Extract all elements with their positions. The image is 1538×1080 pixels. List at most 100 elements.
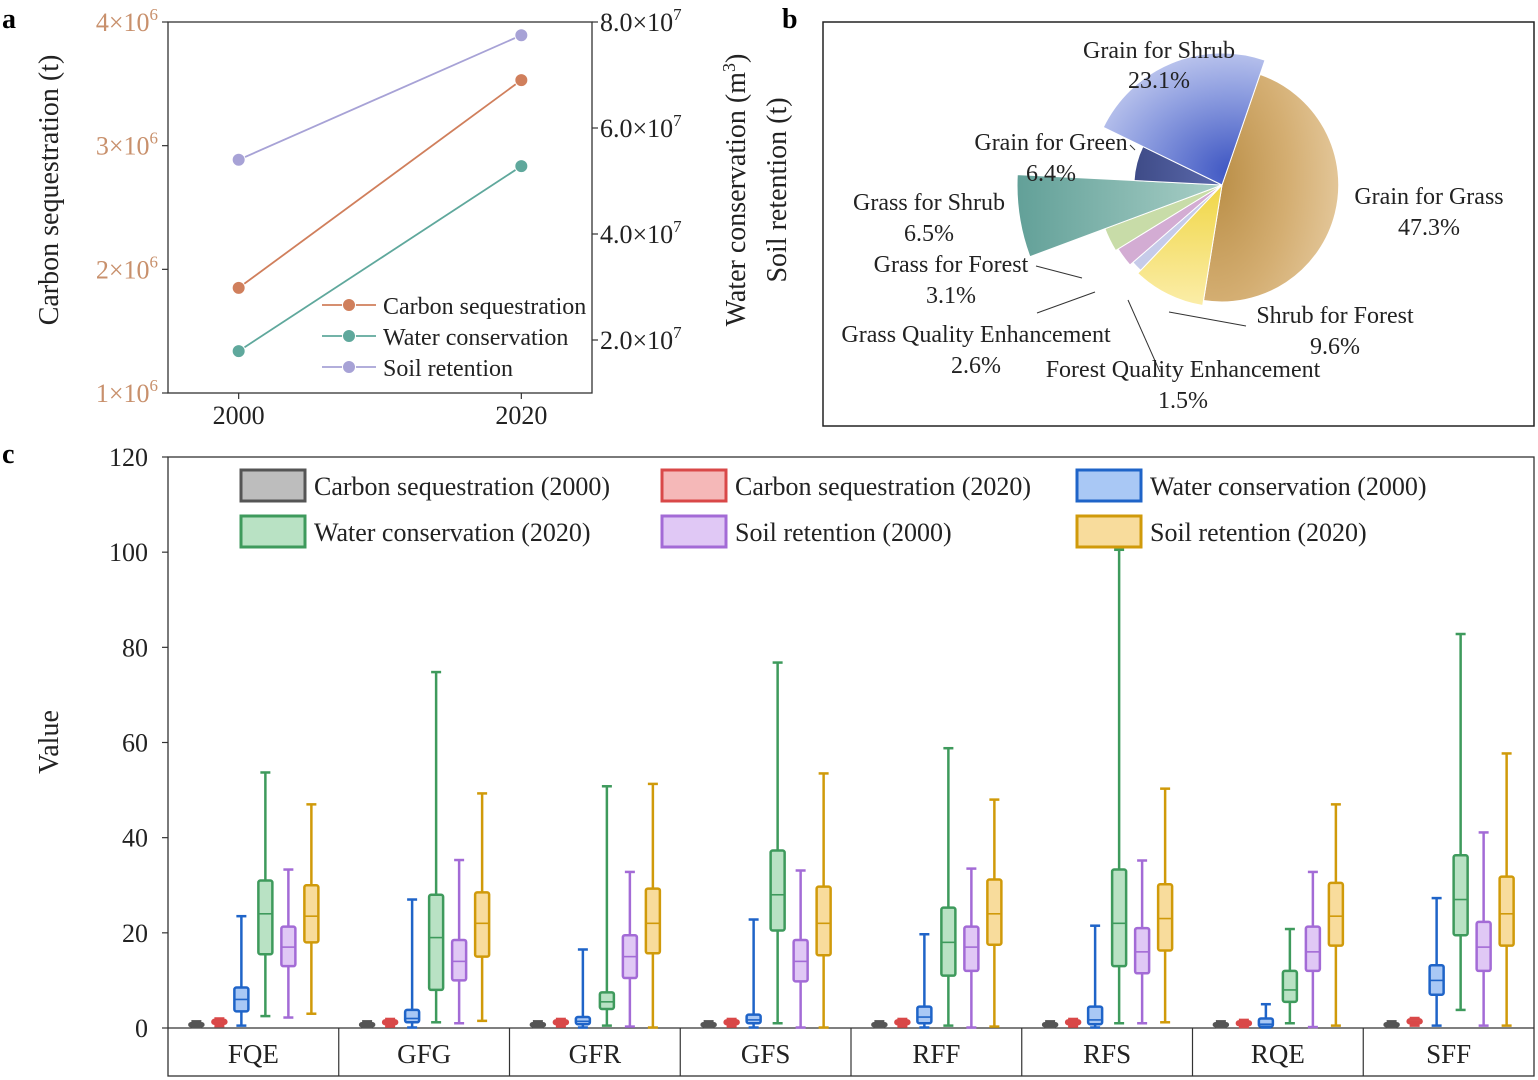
panel-b-leaders [1035, 144, 1247, 373]
panel-a-right-tick-label: 8.0×107 [600, 5, 682, 37]
panel-c-axes: 0 20 40 60 80 100 120 FQE GFG GFR GFS RFF RFS RQE SFF [109, 443, 1535, 1077]
panel-b-slice-label: Forest Quality Enhancement [1046, 357, 1321, 383]
panel-c-legend-swatch [239, 468, 307, 503]
panel-a-right-tick-label-exp: 7 [673, 111, 681, 130]
panel-c-legend-swatch [1075, 468, 1143, 503]
panel-a-series-point [231, 344, 246, 359]
panel-c-box [1257, 1017, 1275, 1028]
panel-a-axes: 1×1062×1063×1064×1062.0×1074.0×1076.0×10… [96, 5, 682, 430]
panel-c-y-tick-label: 40 [122, 824, 148, 853]
panel-b-slice-label: Grain for Green [974, 130, 1127, 156]
panel-a-right-label-end: ) [721, 54, 752, 63]
panel-a-left-tick-label-base: 4×10 [96, 8, 150, 37]
panel-a-left-tick-label: 3×106 [96, 129, 158, 161]
panel-c-box [598, 991, 616, 1011]
panel-c-legend-swatch [239, 514, 307, 549]
panel-c-box [769, 849, 786, 932]
panel-a-legend-label: Water conservation [383, 325, 568, 351]
panel-label-a: a [2, 4, 16, 35]
panel-a-left-tick-label: 1×106 [96, 376, 158, 408]
panel-b-leader-line [1129, 144, 1136, 151]
panel-c-legend-label: Water conservation (2020) [314, 518, 591, 547]
panel-c-category-label: SFF [1426, 1039, 1471, 1069]
panel-c-category-label: GFG [397, 1039, 451, 1069]
panel-c-legend-label: Soil retention (2020) [1150, 518, 1367, 547]
panel-c-box [1156, 883, 1174, 952]
panel-c-legend-label: Carbon sequestration (2020) [735, 472, 1031, 501]
panel-a-legend: Carbon sequestration Water conservation So… [322, 294, 586, 382]
panel-a-left-tick-label-exp: 6 [150, 252, 158, 271]
panel-b-slices [1016, 52, 1340, 307]
panel-b-slice-label: Grass Quality Enhancement [841, 322, 1111, 348]
panel-c-category-label: RFF [912, 1039, 960, 1069]
panel-c-legend-swatch [660, 514, 728, 549]
panel-c-category-label: GFR [569, 1039, 622, 1069]
panel-c-frame [167, 456, 1535, 1077]
panel-c-box [450, 938, 468, 982]
panel-b-slice-pct: 1.5% [1158, 388, 1208, 414]
panel-c-box [427, 893, 445, 992]
panel-a-legend-marker [342, 298, 356, 312]
panel-c-category-label: RQE [1251, 1039, 1305, 1069]
panel-c-y-tick-label: 60 [122, 729, 148, 758]
panel-b-slice-label: Grain for Shrub [1083, 38, 1235, 64]
panel-c-legend-label: Water conservation (2000) [1150, 472, 1427, 501]
panel-c-box [403, 1008, 421, 1024]
panel-a-left-tick-label-base: 2×10 [96, 255, 150, 284]
panel-a-left-axis-label: Carbon sequestration (t) [34, 55, 65, 326]
panel-c-legend-swatch [1075, 514, 1143, 549]
panel-c-category-label: GFS [741, 1039, 791, 1069]
panel-label-c: c [2, 439, 14, 470]
panel-a-left-tick-label-exp: 6 [150, 129, 158, 148]
panel-a-series-point [514, 28, 529, 43]
panel-b-frame [822, 21, 1535, 427]
panel-b-labels: Grain for Grass 47.3% Shrub for Forest 9.6%… [841, 38, 1503, 414]
panel-c-y-tick-label: 100 [109, 538, 148, 567]
panel-c-box [1133, 926, 1151, 975]
panel-a-left-tick-label-base: 1×10 [96, 379, 150, 408]
panel-a-legend-marker [342, 329, 356, 343]
panel-c-box [916, 1005, 933, 1025]
panel-b-slice-pct: 47.3% [1398, 215, 1460, 241]
panel-c-box [745, 1013, 762, 1025]
panel-c-y-tick-label: 0 [135, 1014, 148, 1043]
panel-a-right-tick-label: 2.0×107 [600, 323, 682, 355]
panel-a-series [231, 28, 529, 359]
panel-a-right-tick-label: 4.0×107 [600, 217, 682, 249]
panel-a-series-line [238, 165, 522, 352]
panel-a-line-chart: 1×1062×1063×1064×1062.0×1074.0×1076.0×10… [34, 5, 793, 430]
panel-a-left-tick-label-exp: 6 [150, 376, 158, 395]
panel-a-right-tick-label-exp: 7 [673, 217, 681, 236]
panel-c-y-tick-label: 120 [109, 443, 148, 472]
panel-c-legend-label: Carbon sequestration (2000) [314, 472, 610, 501]
panel-c-box [257, 879, 274, 956]
panel-b-slice-label: Shrub for Forest [1256, 303, 1414, 329]
panel-label-b: b [782, 4, 798, 35]
panel-b-leader-line [1035, 265, 1083, 279]
panel-c-box [1327, 881, 1345, 947]
panel-c-box [303, 884, 320, 944]
panel-b-leader-line [1036, 291, 1096, 314]
panel-b-slice [1137, 183, 1223, 307]
panel-a-right-tick-label-exp: 7 [673, 5, 681, 24]
panel-a-series-point [514, 73, 529, 88]
panel-c-y-tick-label: 20 [122, 919, 148, 948]
panel-b-slice-label: Grass for Shrub [853, 190, 1005, 216]
panel-b-slice-pct: 3.1% [926, 283, 976, 309]
panel-a-right-tick-label: 6.0×107 [600, 111, 682, 143]
panel-b-leader-line [1168, 311, 1247, 327]
panel-a-left-tick-label: 4×106 [96, 5, 158, 37]
panel-a-legend-label: Carbon sequestration [383, 294, 586, 320]
panel-c-y-tick-label: 80 [122, 633, 148, 662]
panel-b-slice-pct: 2.6% [951, 353, 1001, 379]
panel-a-legend-marker [342, 360, 356, 374]
panel-c-box [963, 925, 980, 973]
panel-c-box [1110, 868, 1128, 968]
panel-a-right-tick-label-base: 8.0×10 [600, 8, 673, 37]
panel-c-ylabel: Value [34, 710, 65, 774]
panel-a-left-tick-label-base: 3×10 [96, 132, 150, 161]
panel-a-right-label-part: Water conservation (m [721, 72, 752, 327]
panel-c-category-label: FQE [228, 1039, 279, 1069]
panel-b-slice-label: Grain for Grass [1354, 184, 1503, 210]
